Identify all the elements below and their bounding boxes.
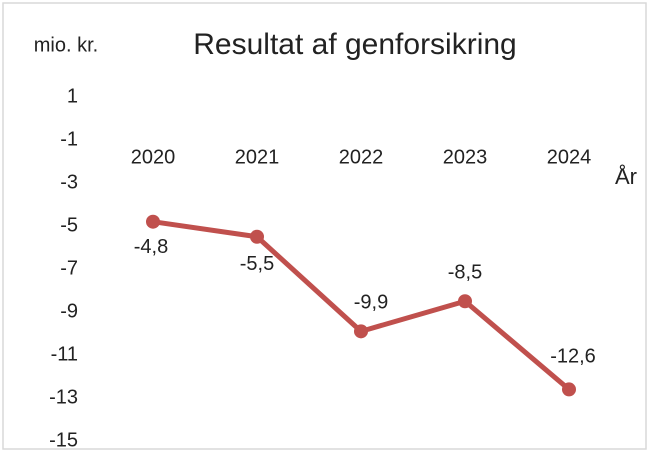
y-tick-label: -11 — [51, 343, 78, 365]
x-tick-label: 2023 — [443, 146, 488, 168]
x-axis-label: År — [615, 164, 637, 189]
y-axis-label: mio. kr. — [34, 34, 98, 56]
data-label: -5,5 — [240, 253, 274, 275]
x-tick-label: 2021 — [235, 146, 280, 168]
x-tick-label: 2022 — [339, 146, 384, 168]
y-tick-label: -15 — [49, 429, 78, 451]
y-tick-label: -7 — [60, 257, 78, 279]
chart-title: Resultat af genforsikring — [193, 28, 517, 61]
x-tick-label: 2020 — [131, 146, 176, 168]
data-point — [562, 382, 576, 397]
data-point — [250, 229, 264, 244]
y-tick-label: -13 — [49, 386, 78, 408]
x-tick-label: 2024 — [547, 146, 592, 168]
data-point — [354, 324, 368, 339]
y-tick-label: -1 — [60, 128, 78, 150]
data-point — [458, 294, 472, 309]
data-label: -9,9 — [354, 292, 388, 314]
y-tick-label: 1 — [67, 85, 78, 107]
data-label: -12,6 — [550, 346, 596, 368]
data-point — [146, 214, 160, 229]
y-tick-label: -9 — [60, 300, 78, 322]
y-tick-label: -5 — [60, 214, 78, 236]
data-label: -4,8 — [134, 236, 168, 258]
data-label: -8,5 — [448, 262, 482, 284]
y-tick-label: -3 — [60, 171, 78, 193]
